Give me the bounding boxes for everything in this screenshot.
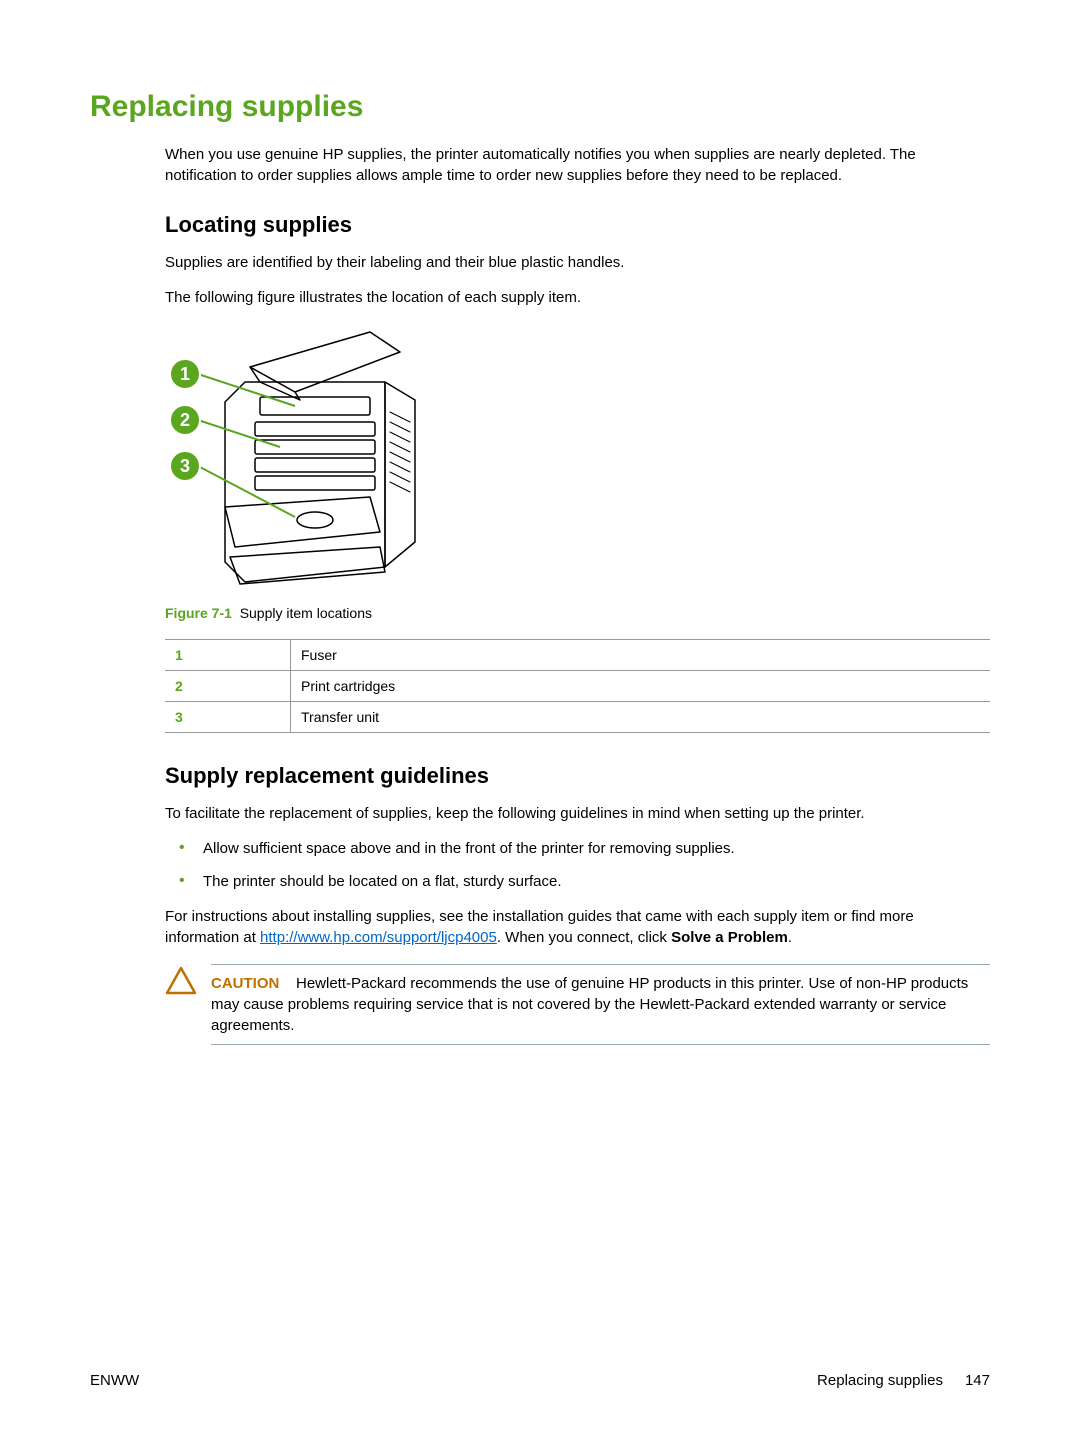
footer-page-number: 147 <box>965 1372 990 1389</box>
caution-icon <box>165 966 197 996</box>
intro-block: When you use genuine HP supplies, the pr… <box>165 144 990 1045</box>
footer-left: ENWW <box>90 1372 139 1389</box>
legend-num: 2 <box>165 671 291 702</box>
p2-text-c: . <box>788 929 792 946</box>
table-row: 3 Transfer unit <box>165 702 990 733</box>
legend-num: 3 <box>165 702 291 733</box>
table-row: 2 Print cartridges <box>165 671 990 702</box>
locating-p1: Supplies are identified by their labelin… <box>165 252 990 273</box>
page-footer: ENWW Replacing supplies 147 <box>90 1372 990 1389</box>
section-heading-guidelines: Supply replacement guidelines <box>165 763 990 789</box>
callout-3: 3 <box>180 456 190 476</box>
p2-bold: Solve a Problem <box>671 929 788 946</box>
caution-label: CAUTION <box>211 975 279 992</box>
legend-label: Print cartridges <box>291 671 991 702</box>
page: Replacing supplies When you use genuine … <box>0 0 1080 1437</box>
callout-2: 2 <box>180 410 190 430</box>
footer-section: Replacing supplies <box>817 1372 943 1389</box>
legend-label: Transfer unit <box>291 702 991 733</box>
callout-1: 1 <box>180 364 190 384</box>
intro-paragraph: When you use genuine HP supplies, the pr… <box>165 144 990 186</box>
section-heading-locating: Locating supplies <box>165 212 990 238</box>
figure-caption-text: Supply item locations <box>240 605 372 621</box>
guidelines-list: Allow sufficient space above and in the … <box>165 838 990 892</box>
support-link[interactable]: http://www.hp.com/support/ljcp4005 <box>260 929 497 946</box>
legend-label: Fuser <box>291 640 991 671</box>
figure-caption: Figure 7-1 Supply item locations <box>165 605 990 621</box>
guidelines-p1: To facilitate the replacement of supplie… <box>165 803 990 824</box>
figure-label: Figure 7-1 <box>165 605 232 621</box>
page-title: Replacing supplies <box>90 90 990 124</box>
list-item: Allow sufficient space above and in the … <box>165 838 990 859</box>
table-row: 1 Fuser <box>165 640 990 671</box>
printer-illustration: 1 2 3 <box>165 322 425 597</box>
legend-num: 1 <box>165 640 291 671</box>
locating-p2: The following figure illustrates the loc… <box>165 287 990 308</box>
legend-table: 1 Fuser 2 Print cartridges 3 Transfer un… <box>165 639 990 733</box>
figure-supply-locations: 1 2 3 <box>165 322 990 597</box>
list-item: The printer should be located on a flat,… <box>165 871 990 892</box>
caution-text: CAUTION Hewlett-Packard recommends the u… <box>211 964 990 1045</box>
caution-block: CAUTION Hewlett-Packard recommends the u… <box>165 964 990 1045</box>
guidelines-p2: For instructions about installing suppli… <box>165 906 990 948</box>
caution-body: Hewlett-Packard recommends the use of ge… <box>211 975 968 1034</box>
p2-text-b: . When you connect, click <box>497 929 671 946</box>
